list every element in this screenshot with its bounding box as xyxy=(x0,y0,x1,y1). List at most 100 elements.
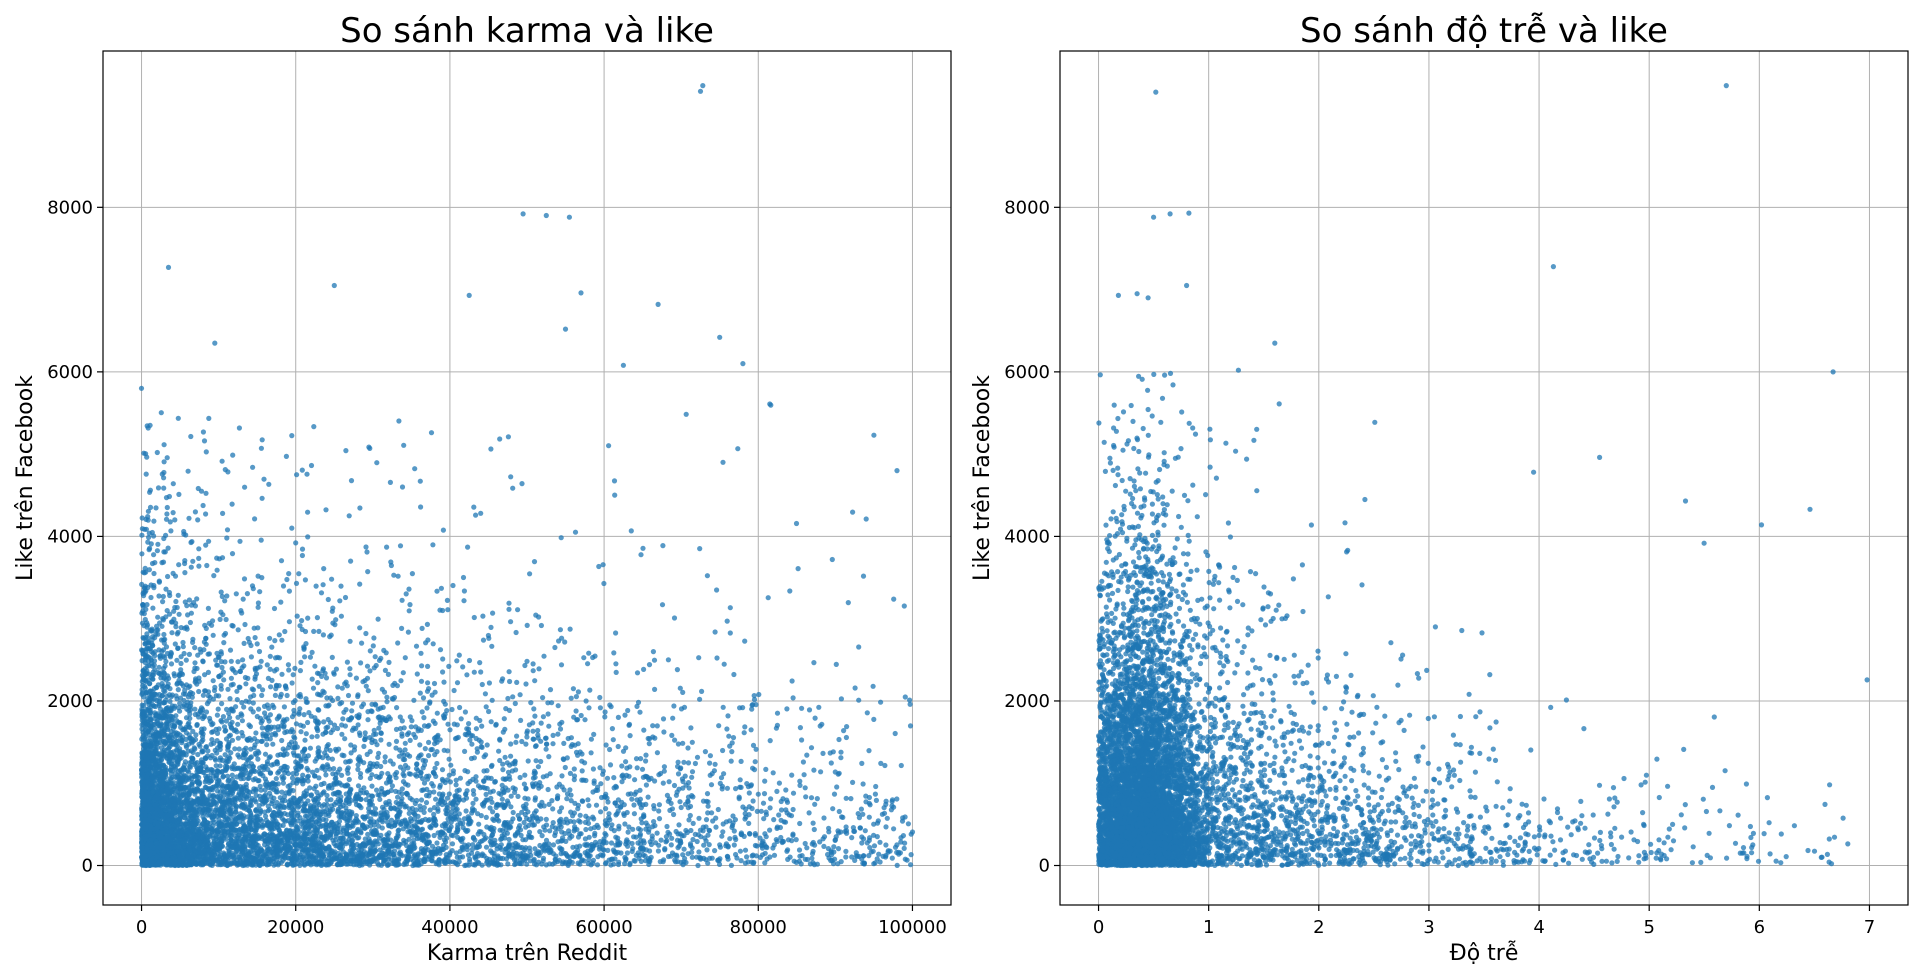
scatter-point xyxy=(272,692,278,699)
scatter-point xyxy=(422,746,428,752)
scatter-point xyxy=(160,559,167,565)
scatter-point xyxy=(818,769,824,775)
scatter-point xyxy=(535,727,541,734)
scatter-point xyxy=(826,825,832,831)
scatter-point xyxy=(686,785,692,791)
scatter-point xyxy=(175,687,181,693)
scatter-point xyxy=(382,759,388,765)
scatter-point xyxy=(831,791,838,797)
scatter-point xyxy=(523,786,529,792)
scatter-point xyxy=(418,678,425,684)
scatter-point xyxy=(532,743,539,750)
scatter-point xyxy=(405,782,411,788)
scatter-point xyxy=(167,698,173,705)
scatter-point xyxy=(871,716,877,723)
scatter-point xyxy=(367,445,373,451)
scatter-point xyxy=(862,828,868,834)
scatter-point xyxy=(731,842,737,848)
scatter-point xyxy=(499,782,505,788)
scatter-point xyxy=(536,614,542,620)
scatter-point xyxy=(246,639,252,645)
scatter-point xyxy=(155,485,162,491)
scatter-point xyxy=(353,675,359,681)
scatter-point xyxy=(164,511,170,517)
scatter-point xyxy=(497,436,503,442)
scatter-point xyxy=(180,639,186,646)
scatter-point xyxy=(514,679,520,686)
scatter-point xyxy=(367,648,373,654)
scatter-point xyxy=(543,746,549,752)
scatter-point xyxy=(357,505,363,511)
scatter-point xyxy=(552,644,558,651)
scatter-point xyxy=(633,756,640,762)
scatter-point xyxy=(264,742,270,748)
scatter-point xyxy=(627,733,633,739)
scatter-point xyxy=(844,724,850,730)
scatter-point xyxy=(850,509,856,515)
scatter-point xyxy=(224,535,230,541)
scatter-point xyxy=(205,605,211,612)
scatter-point xyxy=(146,530,152,536)
scatter-point xyxy=(404,731,410,738)
scatter-point xyxy=(501,716,507,722)
scatter-point xyxy=(239,729,245,736)
scatter-point xyxy=(804,752,810,758)
scatter-point xyxy=(274,666,280,672)
scatter-point xyxy=(753,702,759,708)
scatter-point xyxy=(531,559,538,565)
scatter-point xyxy=(235,735,241,741)
scatter-point xyxy=(738,858,744,864)
scatter-point xyxy=(226,710,232,717)
scatter-point xyxy=(402,655,408,661)
scatter-point xyxy=(320,582,326,588)
scatter-point xyxy=(301,712,307,718)
scatter-point xyxy=(291,734,297,740)
scatter-point xyxy=(883,842,889,848)
scatter-point xyxy=(515,793,521,800)
scatter-point xyxy=(790,790,797,796)
scatter-point xyxy=(730,735,737,741)
scatter-point xyxy=(227,732,233,738)
scatter-point xyxy=(237,538,243,544)
scatter-point xyxy=(523,681,529,687)
scatter-point xyxy=(302,737,308,743)
scatter-point xyxy=(870,683,876,689)
scatter-point xyxy=(591,731,597,738)
scatter-point xyxy=(342,594,349,601)
scatter-point xyxy=(204,562,210,569)
scatter-point xyxy=(386,741,392,747)
scatter-point xyxy=(412,734,418,741)
scatter-point xyxy=(397,849,403,855)
scatter-point xyxy=(143,471,149,477)
scatter-point xyxy=(178,681,185,687)
scatter-point xyxy=(894,862,900,869)
scatter-point xyxy=(340,849,346,855)
scatter-point xyxy=(305,509,311,515)
scatter-point xyxy=(654,830,660,836)
scatter-point xyxy=(258,537,264,543)
scatter-point xyxy=(315,707,321,713)
scatter-point xyxy=(219,719,225,725)
scatter-point xyxy=(598,809,604,815)
scatter-point xyxy=(196,555,202,562)
scatter-point xyxy=(625,829,631,835)
scatter-point xyxy=(302,628,309,635)
scatter-point xyxy=(429,843,436,849)
scatter-point xyxy=(603,742,609,748)
scatter-point xyxy=(863,516,869,522)
scatter-point xyxy=(478,669,484,675)
scatter-point xyxy=(163,516,170,522)
scatter-point xyxy=(192,660,198,666)
scatter-point xyxy=(393,799,399,806)
scatter-point xyxy=(720,829,726,835)
scatter-point xyxy=(343,448,349,454)
karma-like-chart: So sánh karma và like 0 20000 40000 60000 80… xyxy=(13,11,952,966)
scatter-point xyxy=(256,683,262,689)
scatter-point xyxy=(267,712,273,718)
scatter-point xyxy=(309,734,315,740)
scatter-point xyxy=(453,782,459,788)
scatter-point xyxy=(223,616,229,623)
scatter-point xyxy=(324,695,330,701)
scatter-point xyxy=(696,655,702,661)
scatter-point xyxy=(608,826,614,832)
